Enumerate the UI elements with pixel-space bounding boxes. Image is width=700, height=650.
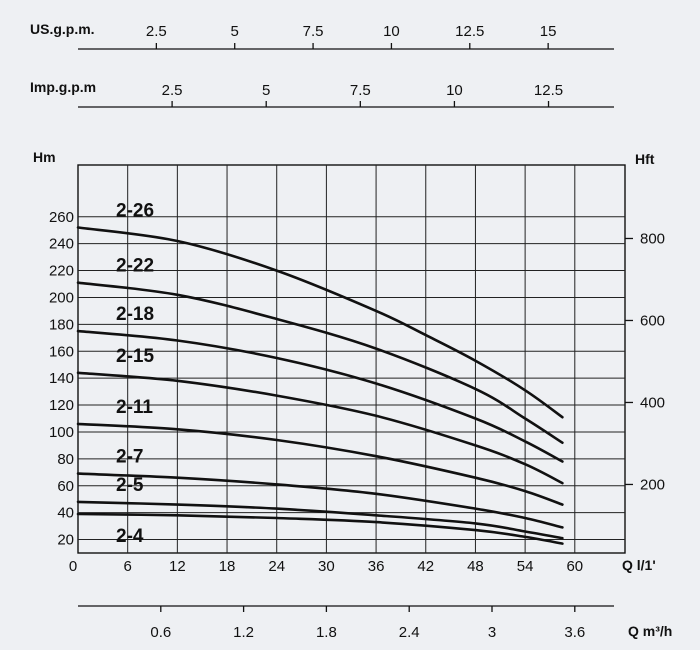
- scale-tick-label: 3.6: [564, 624, 585, 641]
- left-tick-label: 40: [57, 505, 74, 522]
- pump-curves: 2-26 2-22 2-18 2-15 2-11 2-7 2-5 2-4: [76, 201, 564, 547]
- scale-tick-label: 5: [231, 23, 239, 40]
- plot-grid: [77, 164, 626, 554]
- x-tick-label: 6: [124, 558, 132, 575]
- left-tick-label: 140: [49, 370, 74, 387]
- x-tick-label: 30: [318, 558, 335, 575]
- scale-tick-label: 15: [540, 23, 557, 40]
- scale-tick-label: 10: [383, 23, 400, 40]
- series-label-2-11: 2-11: [116, 397, 153, 418]
- curve-2-11: [76, 422, 564, 506]
- scale-tick-label: 0.6: [150, 624, 171, 641]
- scale-tick-label: 7.5: [303, 23, 324, 40]
- left-tick-label: 20: [57, 532, 74, 549]
- series-label-2-22: 2-22: [116, 256, 154, 277]
- series-label-2-18: 2-18: [116, 304, 154, 325]
- left-tick-label: 60: [57, 478, 74, 495]
- scale-tick-label: 2.4: [399, 624, 420, 641]
- scale-tick-label: 2.5: [162, 82, 183, 99]
- right-tick-label: 200: [640, 476, 665, 493]
- us-gpm-scale: US.g.p.m. 2.5 5 7.5 10 12.5 15: [30, 21, 614, 50]
- left-tick-label: 200: [49, 289, 74, 306]
- x-tick-label: 0: [69, 558, 77, 575]
- scale-tick-label: 3: [488, 624, 496, 641]
- left-tick-label: 80: [57, 451, 74, 468]
- x-tick-label: 60: [566, 558, 583, 575]
- scale-tick-label: 1.2: [233, 624, 254, 641]
- scale-tick-label: 10: [446, 82, 463, 99]
- x-axis-ticks: 0 6 12 18 24 30 36 42 48 54 60: [69, 558, 583, 575]
- left-axis-ticks: 20 40 60 80 100 120 140 160 180 200 220 240 260: [49, 209, 74, 549]
- left-axis-label: Hm: [33, 149, 56, 165]
- x-tick-label: 18: [219, 558, 236, 575]
- scale-tick-label: 12.5: [455, 23, 484, 40]
- curve-2-4: [76, 512, 564, 545]
- right-axis-label: Hft: [635, 151, 655, 167]
- left-tick-label: 120: [49, 397, 74, 414]
- x-tick-label: 48: [467, 558, 484, 575]
- scale-tick-label: 12.5: [534, 82, 563, 99]
- left-tick-label: 260: [49, 209, 74, 226]
- x-tick-label: 54: [517, 558, 534, 575]
- curve-2-22: [76, 281, 564, 444]
- left-tick-label: 240: [49, 236, 74, 253]
- curve-2-7: [76, 472, 564, 529]
- series-label-2-15: 2-15: [116, 346, 154, 367]
- x-tick-label: 36: [368, 558, 385, 575]
- right-tick-label: 600: [640, 312, 665, 329]
- us-gpm-axis-label: US.g.p.m.: [30, 21, 95, 37]
- scale-tick-label: 5: [262, 82, 270, 99]
- m3h-axis-label: Q m³/h: [628, 623, 672, 639]
- right-axis-ticks: 200 400 600 800: [625, 230, 665, 493]
- series-label-2-4: 2-4: [116, 526, 144, 547]
- left-tick-label: 160: [49, 343, 74, 360]
- left-tick-label: 180: [49, 316, 74, 333]
- left-tick-label: 100: [49, 424, 74, 441]
- left-tick-label: 220: [49, 263, 74, 280]
- x-tick-label: 42: [417, 558, 434, 575]
- right-tick-label: 800: [640, 230, 665, 247]
- scale-tick-label: 2.5: [146, 23, 167, 40]
- curve-2-15: [76, 371, 564, 485]
- scale-tick-label: 1.8: [316, 624, 337, 641]
- curve-2-5: [76, 500, 564, 540]
- imp-gpm-axis-label: Imp.g.p.m: [30, 79, 96, 95]
- series-label-2-26: 2-26: [116, 201, 154, 222]
- scale-tick-label: 7.5: [350, 82, 371, 99]
- x-tick-label: 24: [268, 558, 285, 575]
- x-tick-label: 12: [169, 558, 186, 575]
- imp-gpm-scale: Imp.g.p.m 2.5 5 7.5 10 12.5: [30, 79, 614, 108]
- series-label-2-7: 2-7: [116, 447, 143, 468]
- right-tick-label: 400: [640, 394, 665, 411]
- plot-frame: [77, 164, 626, 554]
- curve-2-18: [76, 329, 564, 463]
- series-label-2-5: 2-5: [116, 475, 144, 496]
- m3h-scale: Q m³/h 0.6 1.2 1.8 2.4 3 3.6: [78, 605, 672, 641]
- x-axis-label: Q l/1': [622, 557, 656, 573]
- curve-2-26: [76, 226, 564, 419]
